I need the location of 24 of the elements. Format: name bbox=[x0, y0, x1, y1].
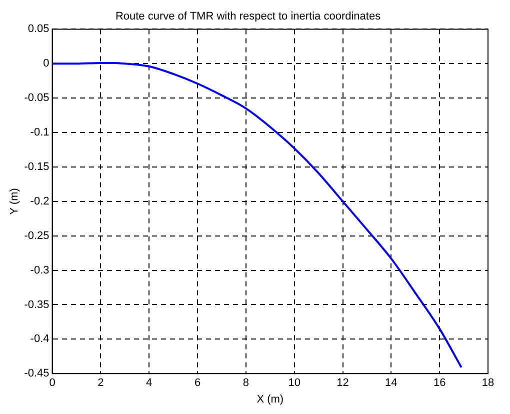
y-tick-label: -0.2 bbox=[30, 195, 50, 208]
y-tick-label: -0.15 bbox=[24, 160, 50, 173]
y-tick-label: -0.35 bbox=[24, 298, 50, 311]
y-tick-label: -0.25 bbox=[24, 230, 50, 242]
x-tick-label: 8 bbox=[242, 377, 249, 390]
x-tick-label: 16 bbox=[433, 377, 446, 390]
y-tick-label: -0.4 bbox=[30, 333, 50, 346]
x-tick-label: 14 bbox=[385, 377, 398, 390]
x-tick-label: 6 bbox=[194, 377, 201, 390]
y-tick-label: 0 bbox=[43, 58, 50, 70]
y-axis-title: Y (m) bbox=[8, 188, 21, 215]
x-tick-label: 10 bbox=[288, 377, 300, 390]
x-tick-label: 18 bbox=[482, 377, 494, 390]
y-tick-label: 0.05 bbox=[28, 23, 50, 36]
x-axis-title: X (m) bbox=[256, 393, 284, 406]
x-tick-label: 12 bbox=[336, 377, 349, 390]
line-series bbox=[52, 62, 462, 368]
y-tick-label: -0.05 bbox=[24, 92, 50, 104]
y-tick-label: -0.1 bbox=[30, 126, 50, 139]
x-tick-label: 2 bbox=[98, 377, 104, 390]
y-tick-label: -0.3 bbox=[30, 264, 50, 276]
chart-title: Route curve of TMR with respect to inertia coordinates bbox=[115, 10, 382, 23]
x-tick-label: 4 bbox=[146, 377, 152, 390]
y-tick-label: -0.45 bbox=[24, 368, 50, 380]
